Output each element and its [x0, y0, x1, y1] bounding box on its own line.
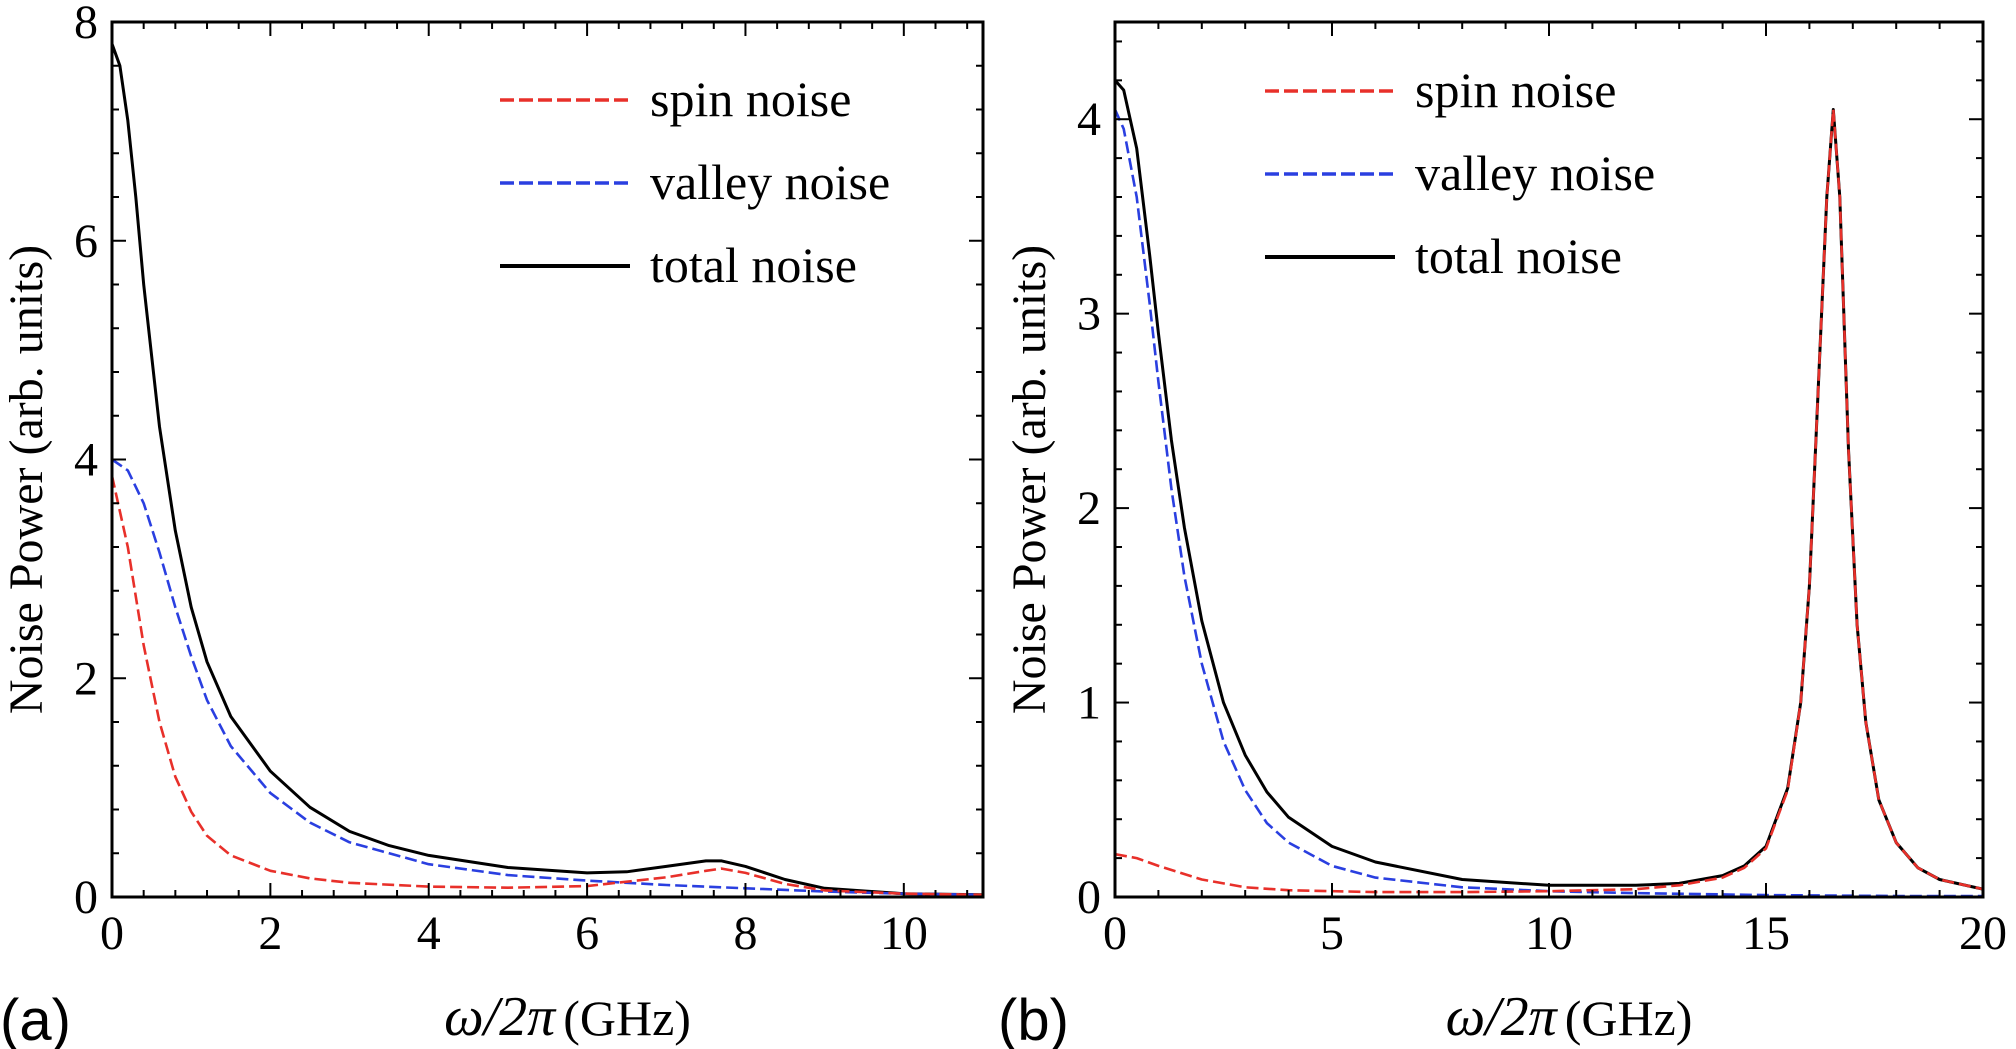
- x-tick-label: 5: [1320, 907, 1344, 960]
- series-line-total-noise: [1115, 79, 1983, 891]
- y-axis-label: Noise Power (arb. units): [0, 245, 53, 714]
- x-axis-label: ω/2π (GHz): [1446, 986, 1693, 1048]
- y-tick-label: 0: [74, 871, 98, 924]
- legend-label: total noise: [650, 237, 857, 293]
- series-line-total-noise: [112, 43, 983, 897]
- panel-b: 0 5 10 15 20 0 1 2 3 4 ω/2π (GHz) Noise Power (arb. …: [998, 20, 2007, 1049]
- y-tick-label: 4: [1077, 93, 1101, 146]
- x-tick-label: 10: [880, 907, 928, 960]
- y-tick-label: 0: [1077, 871, 1101, 924]
- y-tick-label: 8: [74, 0, 98, 49]
- legend-label: valley noise: [1415, 145, 1655, 201]
- x-tick-label: 20: [1959, 907, 2007, 960]
- x-axis-label: ω/2π (GHz): [444, 986, 691, 1048]
- x-tick-label: 6: [575, 907, 599, 960]
- legend-label: spin noise: [650, 71, 851, 127]
- y-tick-label: 1: [1077, 677, 1101, 730]
- y-tick-label: 6: [74, 215, 98, 268]
- series-group: [1115, 79, 1983, 897]
- y-tick-label: 2: [74, 652, 98, 705]
- legend-label: total noise: [1415, 228, 1622, 284]
- series-line-valley-noise: [112, 458, 983, 897]
- x-tick-label: 15: [1742, 907, 1790, 960]
- panel-label: (a): [0, 988, 71, 1049]
- x-tick-label: 0: [1103, 907, 1127, 960]
- x-tick-label: 4: [417, 907, 441, 960]
- x-tick-label: 10: [1525, 907, 1573, 960]
- series-line-spin-noise: [112, 475, 983, 897]
- y-tick-label: 4: [74, 434, 98, 487]
- x-tick-label: 8: [733, 907, 757, 960]
- series-line-valley-noise: [1115, 108, 1983, 897]
- y-tick-label: 2: [1077, 482, 1101, 535]
- x-tick-label: 2: [258, 907, 282, 960]
- legend-label: valley noise: [650, 154, 890, 210]
- x-tick-label: 0: [100, 907, 124, 960]
- legend: spin noise valley noise total noise: [500, 71, 890, 293]
- y-tick-label: 3: [1077, 288, 1101, 341]
- series-line-spin-noise: [1115, 108, 1983, 894]
- y-axis-label: Noise Power (arb. units): [1003, 245, 1056, 714]
- panel-a: 0 2 4 6 8 10 0 2 4 6 8 ω/2π (GHz) Noise Power (arb. u…: [0, 0, 985, 1049]
- legend: spin noise valley noise total noise: [1265, 62, 1655, 284]
- legend-label: spin noise: [1415, 62, 1616, 118]
- panel-label: (b): [998, 988, 1069, 1049]
